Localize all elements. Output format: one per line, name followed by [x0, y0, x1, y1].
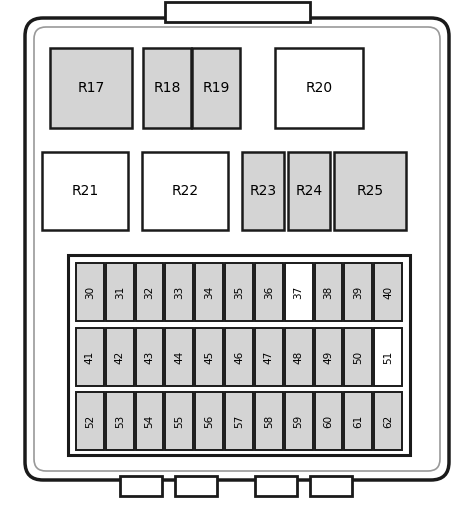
Bar — [165, 2, 310, 22]
Text: R24: R24 — [295, 184, 323, 198]
Text: 37: 37 — [293, 285, 304, 299]
Text: 60: 60 — [323, 415, 333, 428]
Text: R25: R25 — [356, 184, 383, 198]
Text: R18: R18 — [153, 81, 181, 95]
Text: 61: 61 — [353, 415, 363, 428]
Bar — [165, 328, 193, 386]
Bar — [345, 328, 372, 386]
Text: 41: 41 — [85, 351, 95, 364]
Bar — [255, 476, 297, 496]
Text: 30: 30 — [85, 285, 95, 299]
Text: 52: 52 — [85, 415, 95, 428]
Text: 35: 35 — [234, 285, 244, 299]
Text: R22: R22 — [172, 184, 199, 198]
Bar — [225, 392, 253, 450]
Text: 36: 36 — [264, 285, 274, 299]
Bar — [106, 328, 134, 386]
Bar — [225, 263, 253, 321]
Text: 50: 50 — [353, 351, 363, 364]
Bar — [285, 328, 312, 386]
Bar — [288, 152, 330, 230]
Bar — [136, 328, 164, 386]
Text: 40: 40 — [383, 285, 393, 299]
Text: 45: 45 — [204, 351, 214, 364]
Text: 56: 56 — [204, 415, 214, 428]
Text: R20: R20 — [305, 81, 333, 95]
Bar — [175, 476, 217, 496]
Text: 43: 43 — [145, 351, 155, 364]
Text: 48: 48 — [293, 351, 304, 364]
Text: 59: 59 — [293, 415, 304, 428]
Text: 49: 49 — [323, 351, 333, 364]
Bar — [255, 328, 283, 386]
Bar — [374, 328, 402, 386]
Bar — [76, 263, 104, 321]
Bar — [345, 392, 372, 450]
Text: 55: 55 — [174, 415, 184, 428]
Bar — [136, 263, 164, 321]
Bar — [315, 392, 342, 450]
Text: 51: 51 — [383, 351, 393, 364]
Bar — [142, 152, 228, 230]
Text: 62: 62 — [383, 415, 393, 428]
Text: 47: 47 — [264, 351, 274, 364]
Bar — [42, 152, 128, 230]
FancyBboxPatch shape — [25, 18, 449, 480]
Text: 57: 57 — [234, 415, 244, 428]
Bar — [106, 392, 134, 450]
Bar — [315, 263, 342, 321]
Bar — [225, 328, 253, 386]
Text: 33: 33 — [174, 285, 184, 299]
Text: 34: 34 — [204, 285, 214, 299]
Bar — [76, 392, 104, 450]
Bar — [165, 263, 193, 321]
Text: 53: 53 — [115, 415, 125, 428]
Bar — [165, 392, 193, 450]
Bar — [374, 392, 402, 450]
Bar — [275, 48, 363, 128]
Text: 32: 32 — [145, 285, 155, 299]
Text: R17: R17 — [77, 81, 105, 95]
Bar — [334, 152, 406, 230]
Bar — [255, 392, 283, 450]
Bar — [195, 392, 223, 450]
Text: R21: R21 — [72, 184, 99, 198]
Bar — [68, 255, 410, 455]
Bar — [143, 48, 191, 128]
Text: 46: 46 — [234, 351, 244, 364]
Text: 39: 39 — [353, 285, 363, 299]
Text: 54: 54 — [145, 415, 155, 428]
Text: 38: 38 — [323, 285, 333, 299]
Bar — [50, 48, 132, 128]
Bar — [195, 263, 223, 321]
Text: 31: 31 — [115, 285, 125, 299]
Text: 58: 58 — [264, 415, 274, 428]
Bar — [136, 392, 164, 450]
Bar — [106, 263, 134, 321]
Bar — [76, 328, 104, 386]
Text: 44: 44 — [174, 351, 184, 364]
Bar — [195, 328, 223, 386]
Bar — [120, 476, 162, 496]
Text: R19: R19 — [202, 81, 230, 95]
Text: 42: 42 — [115, 351, 125, 364]
Bar — [255, 263, 283, 321]
Bar — [285, 392, 312, 450]
Bar — [310, 476, 352, 496]
Text: R23: R23 — [249, 184, 276, 198]
Bar — [374, 263, 402, 321]
Bar — [315, 328, 342, 386]
Bar — [285, 263, 312, 321]
Bar — [345, 263, 372, 321]
Bar — [192, 48, 240, 128]
Bar — [242, 152, 284, 230]
